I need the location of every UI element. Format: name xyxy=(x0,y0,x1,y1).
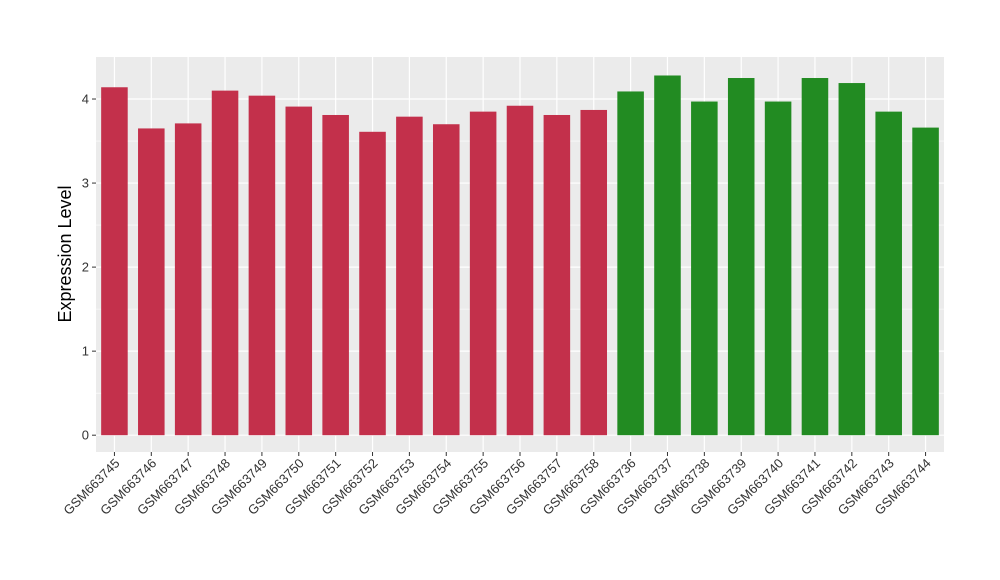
bar-GSM663750 xyxy=(285,106,313,436)
bars xyxy=(101,75,939,436)
bar-GSM663754 xyxy=(432,124,460,436)
bar-GSM663741 xyxy=(801,78,829,436)
bar-GSM663753 xyxy=(396,116,423,436)
bar-GSM663749 xyxy=(248,95,276,436)
bar-GSM663740 xyxy=(764,101,792,436)
bar-GSM663748 xyxy=(211,90,239,436)
y-tick-label: 1 xyxy=(82,344,89,359)
bar-GSM663752 xyxy=(359,131,386,436)
bar-GSM663758 xyxy=(580,109,608,436)
bar-GSM663756 xyxy=(506,105,534,436)
y-axis-title: Expression Level xyxy=(55,185,75,322)
bar-GSM663736 xyxy=(617,91,644,436)
y-tick-label: 0 xyxy=(82,428,89,443)
bar-GSM663746 xyxy=(138,128,165,436)
bar-GSM663747 xyxy=(174,123,202,436)
bar-GSM663755 xyxy=(469,111,497,436)
bar-GSM663739 xyxy=(727,78,755,436)
y-axis-ticks: 0 1 2 3 4 xyxy=(82,92,96,443)
bar-GSM663757 xyxy=(543,114,571,436)
y-tick-label: 4 xyxy=(82,92,89,107)
bar-GSM663751 xyxy=(322,114,349,436)
y-tick-label: 3 xyxy=(82,176,89,191)
bar-GSM663742 xyxy=(838,83,866,436)
bar-GSM663743 xyxy=(875,111,902,436)
bar-GSM663744 xyxy=(912,127,939,436)
bar-GSM663745 xyxy=(101,87,128,436)
y-tick-label: 2 xyxy=(82,260,89,275)
x-axis-ticks: GSM663745GSM663746GSM663747GSM663748GSM6… xyxy=(60,452,934,518)
bar-GSM663738 xyxy=(691,101,718,436)
bar-GSM663737 xyxy=(654,75,681,436)
